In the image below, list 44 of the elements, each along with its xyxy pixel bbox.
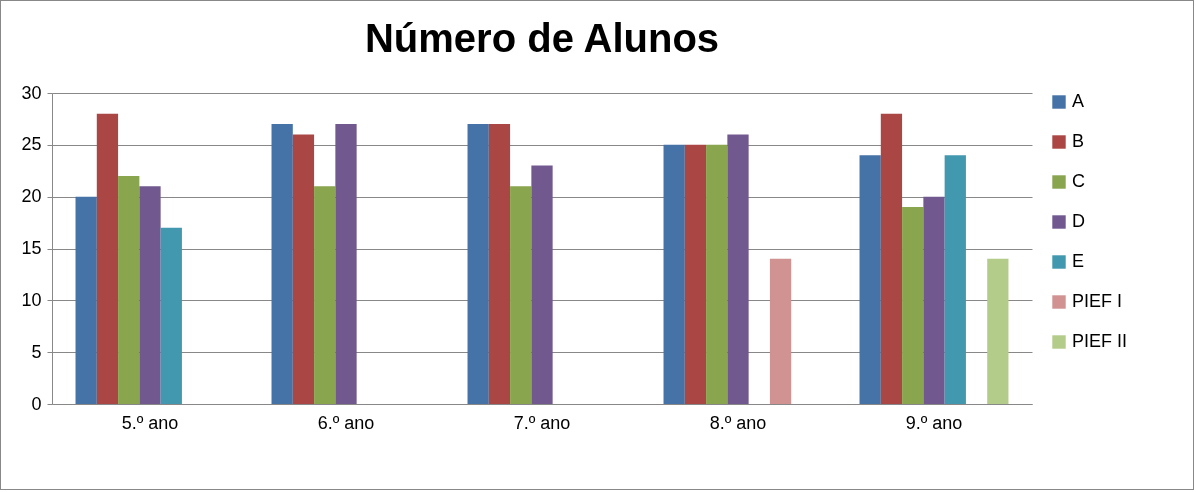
bar <box>880 113 903 404</box>
bar <box>727 134 749 404</box>
legend-label: B <box>1072 131 1085 151</box>
y-tick-label: 15 <box>21 238 42 258</box>
bar <box>118 175 140 404</box>
legend-label: A <box>1072 91 1085 111</box>
bar <box>271 124 293 404</box>
bar <box>663 144 685 404</box>
bar <box>531 165 553 404</box>
y-tick-label: 5 <box>31 341 42 362</box>
bar <box>292 134 315 404</box>
bar <box>139 186 161 404</box>
bar <box>160 227 182 404</box>
bar <box>944 155 966 404</box>
x-tick-label: 7.º ano <box>513 412 571 433</box>
legend-label: E <box>1072 251 1085 271</box>
y-tick-label: 0 <box>31 393 42 414</box>
bar <box>488 124 511 404</box>
bar <box>769 258 792 404</box>
x-tick-label: 8.º ano <box>709 412 767 433</box>
bar <box>335 124 357 404</box>
y-tick-label: 10 <box>21 289 42 310</box>
x-tick-label: 6.º ano <box>317 412 375 433</box>
bar <box>314 186 336 404</box>
legend-label: C <box>1072 171 1085 191</box>
bar <box>706 144 728 404</box>
bar <box>987 258 1009 404</box>
x-tick-label: 9.º ano <box>905 412 963 433</box>
bar <box>510 186 532 404</box>
bar <box>684 144 707 404</box>
bar <box>96 113 119 404</box>
legend-label: PIEF II <box>1072 331 1128 351</box>
legend-label: D <box>1072 211 1085 231</box>
y-tick-label: 20 <box>21 186 42 207</box>
bar <box>923 196 945 404</box>
y-tick-label: 30 <box>21 82 42 103</box>
bar <box>467 124 489 404</box>
bar <box>902 207 924 404</box>
chart-title: Número de Alunos <box>364 16 720 60</box>
bar <box>75 196 97 404</box>
y-tick-label: 25 <box>21 134 42 155</box>
legend-label: PIEF I <box>1072 291 1123 311</box>
x-tick-label: 5.º ano <box>121 412 179 433</box>
bar <box>859 155 881 404</box>
